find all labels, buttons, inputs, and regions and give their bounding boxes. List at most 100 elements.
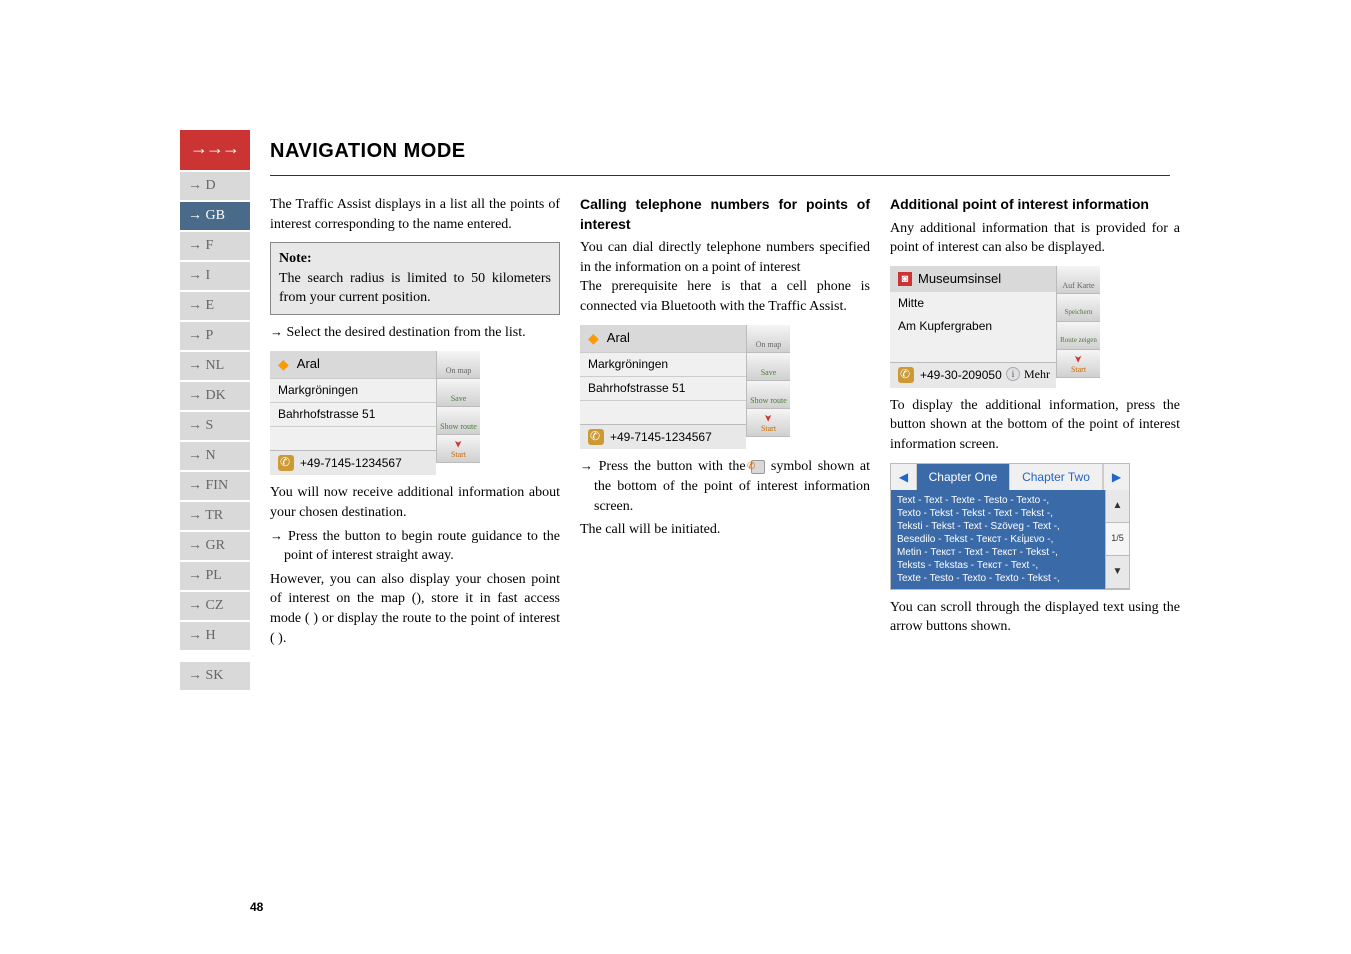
museum-phone: +49-30-209050 (920, 367, 1002, 384)
save-button[interactable]: Save (436, 379, 480, 407)
museum-body: Mitte Am Kupfergraben (890, 292, 1056, 362)
mehr-button[interactable]: iMehr (1006, 366, 1050, 383)
poi-phone: +49-7145-1234567 (610, 429, 712, 446)
poi-header: ◆ Aral (270, 351, 436, 379)
poi-blank (270, 426, 436, 450)
phone-inline-icon: ✆ (751, 460, 765, 474)
chapter-line: Text - Text - Texte - Testo - Texto -, (897, 494, 1097, 507)
diamond-icon: ◆ (588, 329, 599, 349)
chapter-line: Texto - Tekst - Tekst - Text - Tekst -, (897, 507, 1097, 520)
auf-karte-button[interactable]: Auf Karte (1056, 266, 1100, 294)
chapter-line: Teksti - Tekst - Text - Szöveg - Text -, (897, 520, 1097, 533)
sidebar: →→→ → D → GB → F → I → E → P → NL → DK →… (180, 130, 250, 690)
scroll-position: 1/5 (1105, 523, 1129, 556)
sidebar-item-e: → E (180, 292, 250, 320)
museum-name: Museumsinsel (918, 270, 1001, 288)
museum-screenshot: ◙ Museumsinsel Mitte Am Kupfergraben +49-… (890, 266, 1100, 388)
col2-b1a: Press the button with the (599, 459, 752, 474)
museum-header: ◙ Museumsinsel (890, 266, 1056, 292)
col1-p3: However, you can also display your chose… (270, 570, 560, 648)
sidebar-item-sk: → SK (180, 662, 250, 690)
header-arrows-icon: →→→ (190, 138, 238, 159)
start-button[interactable]: Start (746, 409, 790, 437)
chapter-line: Teksts - Tekstas - Текст - Text -, (897, 559, 1097, 572)
diamond-icon: ◆ (278, 355, 289, 375)
poi-side-buttons: On map Save Show route Start (436, 351, 480, 463)
poi-body: ◆ Aral Markgröningen Bahrhofstrasse 51 +4… (580, 325, 790, 450)
col3-p1: Any additional information that is provi… (890, 219, 1180, 258)
note-text: The search radius is limited to 50 kilom… (279, 269, 551, 308)
sidebar-item-i: → I (180, 262, 250, 290)
sidebar-item-pl: → PL (180, 562, 250, 590)
col2-heading: Calling telephone numbers for points of … (580, 195, 870, 234)
start-button[interactable]: Start (436, 435, 480, 463)
poi-phone-row[interactable]: +49-7145-1234567 (270, 450, 436, 476)
poi-name: Aral (297, 355, 320, 373)
page-title: NAVIGATION MODE (270, 140, 466, 163)
poi-name: Aral (607, 329, 630, 347)
arrow-icon: → (270, 324, 283, 339)
col1-bullet-1: → Select the desired destination from th… (270, 323, 560, 343)
note-box: Note: The search radius is limited to 50… (270, 242, 560, 315)
chapter-tab-2[interactable]: Chapter Two (1010, 464, 1103, 490)
arrow-icon: → (270, 528, 283, 543)
start-button[interactable]: Start (1056, 350, 1100, 378)
show-route-button[interactable]: Show route (746, 381, 790, 409)
poi-street: Bahrhofstrasse 51 (580, 376, 746, 400)
chapter-next-button[interactable]: ▶ (1103, 464, 1129, 490)
col2-p1: You can dial directly telephone numbers … (580, 238, 870, 277)
chapter-tab-1[interactable]: Chapter One (917, 464, 1010, 490)
col2-p3: The call will be initiated. (580, 520, 870, 540)
on-map-button[interactable]: On map (746, 325, 790, 353)
sidebar-item-tr: → TR (180, 502, 250, 530)
poi-city: Markgröningen (580, 352, 746, 376)
sidebar-item-dk: → DK (180, 382, 250, 410)
museum-line1: Mitte (890, 292, 1056, 315)
museum-icon: ◙ (898, 272, 912, 286)
poi-city: Markgröningen (270, 378, 436, 402)
chapter-line: Metin - Текст - Text - Текст - Tekst -, (897, 546, 1097, 559)
sidebar-item-gb: → GB (180, 202, 250, 230)
on-map-button[interactable]: On map (436, 351, 480, 379)
chapter-line: Besedilo - Tekst - Текст - Κείμενο -, (897, 533, 1097, 546)
poi-side-buttons: On map Save Show route Start (746, 325, 790, 437)
chapter-text: Text - Text - Texte - Testo - Texto -, T… (897, 494, 1097, 585)
sidebar-item-fin: → FIN (180, 472, 250, 500)
page-number: 48 (250, 900, 263, 914)
sidebar-item-nl: → NL (180, 352, 250, 380)
col1-bullet-2: → Press the button to begin route guidan… (270, 527, 560, 566)
route-zeigen-button[interactable]: Route zeigen (1056, 322, 1100, 350)
sidebar-item-h: → H (180, 622, 250, 650)
col1-intro: The Traffic Assist displays in a list al… (270, 195, 560, 234)
scroll-down-button[interactable]: ▼ (1105, 556, 1129, 589)
column-2: Calling telephone numbers for points of … (580, 195, 870, 540)
col1-p2: You will now receive additional informat… (270, 483, 560, 522)
museum-line2: Am Kupfergraben (890, 315, 1056, 338)
speichern-button[interactable]: Speichern (1056, 294, 1100, 322)
scroll-up-button[interactable]: ▲ (1105, 490, 1129, 523)
phone-icon (588, 429, 604, 445)
sidebar-item-gr: → GR (180, 532, 250, 560)
poi-screenshot-2: ◆ Aral Markgröningen Bahrhofstrasse 51 +4… (580, 325, 790, 450)
sidebar-header: →→→ (180, 130, 250, 170)
col1-bullet-1-text: Select the desired destination from the … (287, 325, 526, 340)
col1-bullet-2-text: Press the button to begin route guidance… (284, 529, 560, 564)
sidebar-item-d: → D (180, 172, 250, 200)
sidebar-item-f: → F (180, 232, 250, 260)
poi-phone-row[interactable]: +49-7145-1234567 (580, 424, 746, 450)
chapter-prev-button[interactable]: ◀ (891, 464, 917, 490)
poi-phone: +49-7145-1234567 (300, 455, 402, 472)
chapter-body: Text - Text - Texte - Testo - Texto -, T… (891, 490, 1129, 589)
col3-p3: You can scroll through the displayed tex… (890, 598, 1180, 637)
sidebar-item-n: → N (180, 442, 250, 470)
save-button[interactable]: Save (746, 353, 790, 381)
arrow-icon: → (580, 458, 593, 473)
chapter-line: Texte - Testo - Texto - Texto - Tekst -, (897, 572, 1097, 585)
poi-blank (580, 400, 746, 424)
chapter-tabs: ◀ Chapter One Chapter Two ▶ (891, 464, 1129, 490)
col2-p2: The prerequisite here is that a cell pho… (580, 277, 870, 316)
show-route-button[interactable]: Show route (436, 407, 480, 435)
chapter-scroll: ▲ 1/5 ▼ (1105, 490, 1129, 589)
mehr-label: Mehr (1024, 366, 1050, 383)
mehr-button-wrap: iMehr (1006, 366, 1050, 383)
